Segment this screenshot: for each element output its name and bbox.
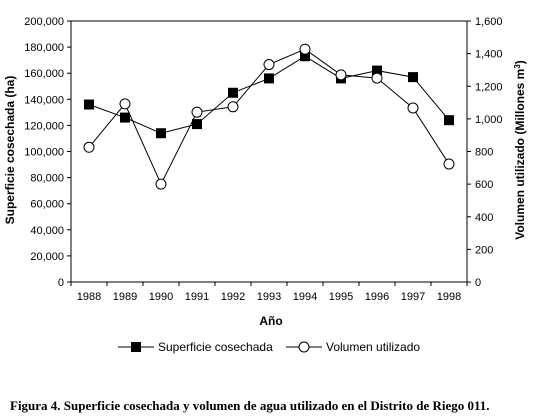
x-tick-label: 1990: [149, 291, 173, 303]
data-point-square: [156, 128, 166, 139]
right-axis: 0 200 400 600 800 1,000 1,200 1,400 1,600: [467, 16, 503, 289]
right-axis-title-close: ): [513, 60, 527, 64]
right-axis-title: Volumen utilizado (Millones m3): [513, 60, 528, 240]
left-tick-label: 180,000: [24, 42, 64, 54]
right-tick-label: 800: [475, 147, 493, 159]
left-tick-label: 60,000: [30, 199, 64, 211]
data-point-circle: [299, 43, 311, 55]
right-tick-label: 0: [475, 277, 481, 289]
right-tick-label: 1,400: [475, 49, 503, 61]
right-tick-label: 1,000: [475, 114, 503, 126]
chart: 0 20,000 40,000 60,000 80,000 100,000 120,000 1…: [3, 16, 528, 354]
x-tick-label: 1994: [293, 291, 317, 303]
left-tick-label: 140,000: [24, 94, 64, 106]
x-tick-label: 1993: [257, 291, 281, 303]
right-tick-label: 1,200: [475, 81, 503, 93]
data-point-circle: [155, 178, 167, 190]
x-tick-label: 1997: [401, 291, 425, 303]
x-tick-label: 1989: [113, 291, 137, 303]
data-point-circle: [335, 69, 347, 81]
legend: Superficie cosechada Volumen utilizado: [118, 340, 420, 354]
legend-marker-superficie: [131, 342, 141, 352]
right-tick-label: 1,600: [475, 16, 503, 28]
data-point-square: [120, 112, 130, 123]
data-point-circle: [191, 106, 203, 118]
x-tick-label: 1995: [329, 291, 353, 303]
data-point-circle: [443, 158, 455, 170]
data-point-square: [408, 72, 418, 83]
left-tick-label: 20,000: [30, 251, 64, 263]
data-point-square: [264, 73, 274, 84]
x-tick-label: 1996: [365, 291, 389, 303]
left-axis: 0 20,000 40,000 60,000 80,000 100,000 120,000 1…: [24, 16, 71, 289]
data-point-square: [300, 51, 310, 62]
x-tick-label: 1991: [185, 291, 209, 303]
data-point-square: [372, 65, 382, 76]
right-tick-label: 600: [475, 179, 493, 191]
left-tick-label: 0: [58, 277, 64, 289]
data-point-circle: [83, 141, 95, 153]
left-tick-label: 120,000: [24, 120, 64, 132]
right-axis-title-superscript: 3: [513, 64, 522, 69]
legend-label-volumen: Volumen utilizado: [326, 340, 420, 354]
data-point-square: [192, 119, 202, 130]
left-tick-label: 200,000: [24, 16, 64, 28]
x-axis: 1988 1989 1990 1991 1992 1993 1994 1995 1996 1997…: [70, 282, 468, 303]
x-tick-label: 1998: [437, 291, 461, 303]
legend-marker-volumen: [298, 341, 310, 353]
left-tick-label: 40,000: [30, 225, 64, 237]
data-point-circle: [263, 59, 275, 71]
data-point-circle: [227, 101, 239, 113]
right-axis-title-main: Volumen utilizado (Millones m: [513, 69, 527, 240]
legend-item-volumen: Volumen utilizado: [286, 340, 420, 354]
left-tick-label: 160,000: [24, 68, 64, 80]
data-point-circle: [371, 72, 383, 84]
right-tick-label: 200: [475, 244, 493, 256]
x-tick-label: 1988: [77, 291, 101, 303]
x-axis-title: Año: [259, 314, 282, 328]
data-point-square: [228, 87, 238, 98]
legend-label-superficie: Superficie cosechada: [158, 340, 273, 354]
figure-caption: Figura 4. Superficie cosechada y volumen…: [10, 398, 490, 413]
legend-item-superficie: Superficie cosechada: [118, 340, 273, 354]
data-point-circle: [407, 102, 419, 114]
left-tick-label: 100,000: [24, 147, 64, 159]
x-tick-label: 1992: [221, 291, 245, 303]
left-axis-title: Superficie cosechada (ha): [3, 76, 17, 225]
right-tick-label: 400: [475, 212, 493, 224]
data-point-square: [444, 115, 454, 126]
data-point-square: [84, 99, 94, 110]
left-tick-label: 80,000: [30, 173, 64, 185]
data-point-circle: [119, 98, 131, 110]
series-markers: [83, 43, 455, 190]
